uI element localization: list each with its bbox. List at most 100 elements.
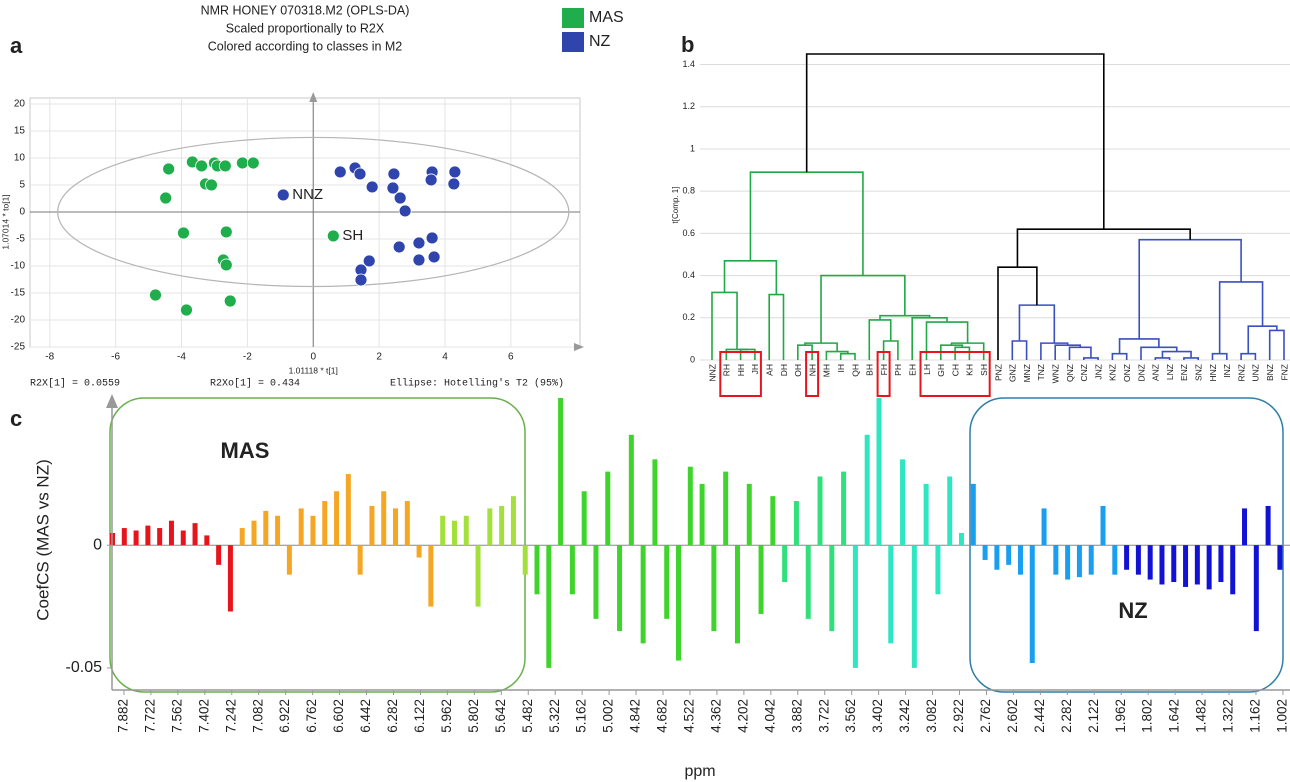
x-tick-label: 5.322: [547, 699, 562, 733]
x-tick-label: -8: [45, 352, 54, 363]
footer-note: R2X[1] = 0.0559: [30, 378, 120, 390]
leaf-label: RH: [722, 364, 732, 376]
bar: [475, 545, 481, 607]
leaf-label: GNZ: [1008, 364, 1018, 382]
bar: [617, 545, 623, 632]
bar: [1065, 545, 1071, 580]
dendrogram-link: [911, 316, 948, 360]
x-tick-label: 1.322: [1221, 699, 1236, 733]
x-tick-label: 7.722: [142, 699, 157, 733]
bar: [133, 530, 139, 546]
highlight-box: [919, 351, 991, 397]
chart-title: NMR HONEY 070318.M2 (OPLS-DA): [201, 3, 410, 17]
leaf-label: UNZ: [1251, 364, 1261, 381]
x-tick-label: 4: [442, 352, 448, 363]
bar: [687, 466, 693, 546]
point: [393, 191, 407, 205]
dendrogram-link: [1111, 352, 1128, 360]
point: [205, 178, 218, 192]
dendrogram-link: [804, 342, 838, 352]
bar: [393, 508, 399, 546]
x-tick-label: 5.802: [466, 699, 481, 733]
x-tick-label: 4.522: [682, 699, 697, 733]
leaf-label: KNZ: [1108, 364, 1118, 381]
x-tick-label: 4.042: [762, 699, 777, 733]
bar: [334, 491, 340, 546]
y-tick-label: 0: [93, 536, 102, 553]
bar: [1218, 545, 1224, 583]
x-tick-label: 6.602: [331, 699, 346, 733]
bar: [829, 545, 835, 632]
point: [392, 240, 406, 254]
y-tick-label: -10: [11, 261, 26, 272]
y-tick-label: 1.4: [682, 59, 695, 69]
y-axis-label: CoefCS (MAS vs NZ): [33, 459, 52, 621]
bar: [723, 471, 729, 546]
bar: [1041, 508, 1047, 546]
point: [326, 229, 340, 243]
panel-label: c: [10, 406, 22, 431]
legend-label: MAS: [589, 9, 624, 26]
bar: [994, 545, 1000, 570]
bar: [841, 471, 847, 546]
dendrogram-link: [879, 314, 931, 320]
bar: [581, 491, 587, 546]
y-tick-label: 1.2: [682, 101, 695, 111]
bar: [1088, 545, 1094, 575]
leaf-label: SNZ: [1193, 364, 1203, 381]
point: [362, 254, 376, 268]
x-tick-label: 5.002: [601, 699, 616, 733]
x-tick-label: 3.082: [924, 699, 939, 733]
x-axis-label: ppm: [684, 763, 715, 780]
bar: [711, 545, 717, 632]
x-tick-label: 7.882: [116, 699, 131, 733]
point: [448, 165, 462, 179]
bar: [652, 459, 658, 546]
footer-note: Ellipse: Hotelling's T2 (95%): [390, 378, 564, 390]
y-axis-label: t[Comp. 1]: [671, 187, 680, 224]
bar: [1194, 545, 1200, 585]
bar: [911, 545, 917, 668]
panel-label: a: [10, 33, 23, 58]
x-tick-label: 4.682: [655, 699, 670, 733]
point: [425, 231, 439, 245]
bar: [416, 545, 422, 558]
bar: [168, 520, 174, 546]
dendrogram-link: [1211, 352, 1228, 360]
bar: [1124, 545, 1130, 570]
bar: [1112, 545, 1118, 575]
legend-label: NZ: [589, 33, 611, 50]
leaf-label: SH: [979, 364, 989, 376]
x-tick-label: 6.122: [412, 699, 427, 733]
point: [223, 294, 237, 308]
leaf-label: ENZ: [1179, 364, 1189, 381]
point: [159, 191, 173, 205]
bar: [1277, 545, 1283, 570]
bar: [1183, 545, 1189, 587]
bar: [782, 545, 788, 583]
bar: [322, 501, 328, 546]
bar: [286, 545, 292, 575]
x-tick-label: 7.082: [250, 699, 265, 733]
highlight-box: [719, 351, 762, 397]
bar: [1076, 545, 1082, 578]
y-tick-label: -25: [11, 342, 26, 353]
point: [246, 156, 260, 170]
leaf-label: CNZ: [1079, 364, 1089, 381]
point: [177, 226, 190, 240]
dendrogram-link: [725, 348, 748, 360]
leaf-label: MNZ: [1022, 364, 1032, 382]
bar: [192, 523, 198, 546]
bar: [664, 545, 670, 619]
point: [219, 258, 233, 272]
y-tick-label: 0.4: [682, 270, 695, 280]
point: [412, 253, 426, 267]
x-tick-label: 0: [310, 352, 316, 363]
point: [236, 156, 249, 170]
bar: [970, 483, 976, 546]
dendrogram-link: [1016, 228, 1191, 268]
x-tick-label: 5.162: [574, 699, 589, 733]
bar: [935, 545, 941, 595]
dendrogram-link: [882, 340, 899, 360]
